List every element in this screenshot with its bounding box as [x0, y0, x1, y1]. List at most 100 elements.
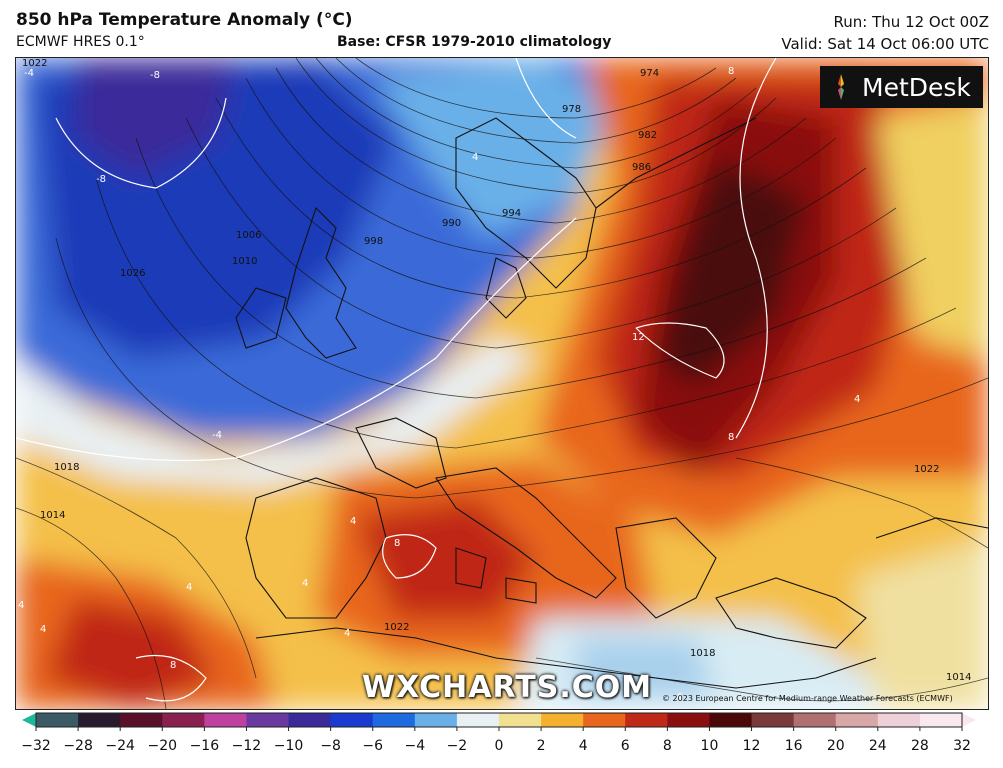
copyright-text: © 2023 European Centre for Medium-range … [662, 694, 953, 703]
metdesk-logo-text: MetDesk [862, 72, 971, 102]
colorbar-ticks: −32 −28 −24 −20 −16 −12 −10 −8 −6 −4 −2 0 2 4 6 8 10 12 16… [22, 727, 971, 754]
anomaly-label: 8 [728, 66, 734, 77]
climatology-base-label: Base: CFSR 1979-2010 climatology [337, 34, 612, 50]
colorbar-cell [36, 713, 79, 727]
colorbar-tick-label: 32 [953, 738, 971, 754]
colorbar-cell [751, 713, 795, 727]
anomaly-label: 4 [40, 624, 46, 635]
isobar-label: 978 [562, 104, 581, 115]
anomaly-label: -4 [212, 430, 222, 441]
isobar-label: 1014 [946, 672, 971, 683]
colorbar-tick-label: 24 [869, 738, 887, 754]
isobar-label: 1022 [22, 58, 47, 69]
colorbar-tick-label: −28 [63, 738, 93, 754]
colorbar-tick-label: −20 [147, 738, 177, 754]
colorbar-tick-label: 10 [701, 738, 719, 754]
anomaly-label: 12 [632, 332, 645, 343]
isobar-label: 974 [640, 68, 659, 79]
colorbar-cell [625, 713, 668, 727]
colorbar-min-arrow [22, 713, 36, 727]
colorbar-tick-label: 4 [579, 738, 588, 754]
colorbar-tick-label: −6 [362, 738, 383, 754]
colorbar-max-arrow [962, 713, 976, 727]
colorbar-tick-label: 20 [827, 738, 845, 754]
isobar-label: 1018 [690, 648, 715, 659]
colorbar-cell [583, 713, 626, 727]
colorbar-tick-label: −4 [404, 738, 425, 754]
colorbar-tick-label: −2 [447, 738, 468, 754]
anomaly-label: -8 [150, 70, 160, 81]
colorbar-cell [78, 713, 121, 727]
anomaly-shading [16, 58, 988, 709]
colorbar-tick-label: 12 [743, 738, 761, 754]
colorbar-cell [793, 713, 837, 727]
isobar-label: 1014 [40, 510, 65, 521]
anomaly-label: -8 [96, 174, 106, 185]
anomaly-contours [16, 58, 777, 702]
colorbar-cell [499, 713, 542, 727]
metdesk-logo: MetDesk [820, 66, 983, 108]
isobar-label-group: 1022 974 978 982 986 990 994 998 1006 10… [22, 58, 971, 683]
colorbar-tick-label: 8 [663, 738, 672, 754]
anomaly-label: 8 [170, 660, 176, 671]
anomaly-label: 4 [472, 152, 478, 163]
isobars [16, 58, 988, 709]
anomaly-label: -4 [24, 68, 34, 79]
valid-time-label: Valid: Sat 14 Oct 06:00 UTC [781, 35, 989, 53]
colorbar-tick-label: −8 [320, 738, 341, 754]
colorbar-cell [709, 713, 753, 727]
colorbar-cell [288, 713, 332, 727]
isobar-label: 1010 [232, 256, 257, 267]
colorbar-cell [120, 713, 163, 727]
anomaly-label: 4 [344, 628, 350, 639]
colorbar-cell [667, 713, 710, 727]
anomaly-label: 4 [186, 582, 192, 593]
colorbar-cell [162, 713, 205, 727]
wxcharts-watermark: WXCHARTS.COM [362, 670, 653, 705]
anomaly-label: 8 [728, 432, 734, 443]
isobar-label: 998 [364, 236, 383, 247]
colorbar: −32 −28 −24 −20 −16 −12 −10 −8 −6 −4 −2 0 2 4 6 8 10 12 16… [22, 712, 976, 754]
colorbar-tick-label: −12 [232, 738, 262, 754]
isobar-label: 1022 [914, 464, 939, 475]
colorbar-cells [36, 713, 963, 727]
colorbar-cell [835, 713, 879, 727]
colorbar-tick-label: 28 [911, 738, 929, 754]
colorbar-cell [414, 713, 458, 727]
colorbar-cell [877, 713, 921, 727]
anomaly-label: 4 [18, 600, 24, 611]
colorbar-cell [246, 713, 290, 727]
colorbar-cell [456, 713, 500, 727]
colorbar-tick-label: 0 [495, 738, 504, 754]
map-canvas: 1022 974 978 982 986 990 994 998 1006 10… [16, 58, 988, 709]
isobar-label: 982 [638, 130, 657, 141]
anomaly-label: 4 [854, 394, 860, 405]
colorbar-cell [330, 713, 374, 727]
isobar-label: 1018 [54, 462, 79, 473]
colorbar-cell [372, 713, 416, 727]
colorbar-tick-label: −32 [22, 738, 51, 754]
anomaly-map[interactable]: 1022 974 978 982 986 990 994 998 1006 10… [15, 57, 989, 710]
colorbar-tick-label: −24 [105, 738, 135, 754]
anomaly-label: 8 [394, 538, 400, 549]
isobar-label: 994 [502, 208, 521, 219]
colorbar-tick-label: −10 [274, 738, 304, 754]
colorbar-cell [919, 713, 963, 727]
isobar-label: 990 [442, 218, 461, 229]
anomaly-label: 4 [350, 516, 356, 527]
anomaly-label-group: -4 -8 -8 4 12 8 4 8 -4 4 4 4 8 4 4 8 4 4 [18, 66, 860, 703]
model-label: ECMWF HRES 0.1° [16, 34, 145, 50]
anomaly-label: 4 [676, 692, 682, 703]
colorbar-cell [204, 713, 247, 727]
coastlines [235, 117, 988, 689]
colorbar-tick-label: −16 [190, 738, 220, 754]
isobar-label: 986 [632, 162, 651, 173]
isobar-label: 1022 [384, 622, 409, 633]
anomaly-label: 4 [302, 578, 308, 589]
chart-title: 850 hPa Temperature Anomaly (°C) [16, 10, 353, 30]
colorbar-tick-label: 2 [537, 738, 546, 754]
metdesk-star-icon [829, 74, 853, 100]
colorbar-cell [541, 713, 584, 727]
run-time-label: Run: Thu 12 Oct 00Z [833, 13, 989, 31]
colorbar-tick-label: 6 [621, 738, 630, 754]
